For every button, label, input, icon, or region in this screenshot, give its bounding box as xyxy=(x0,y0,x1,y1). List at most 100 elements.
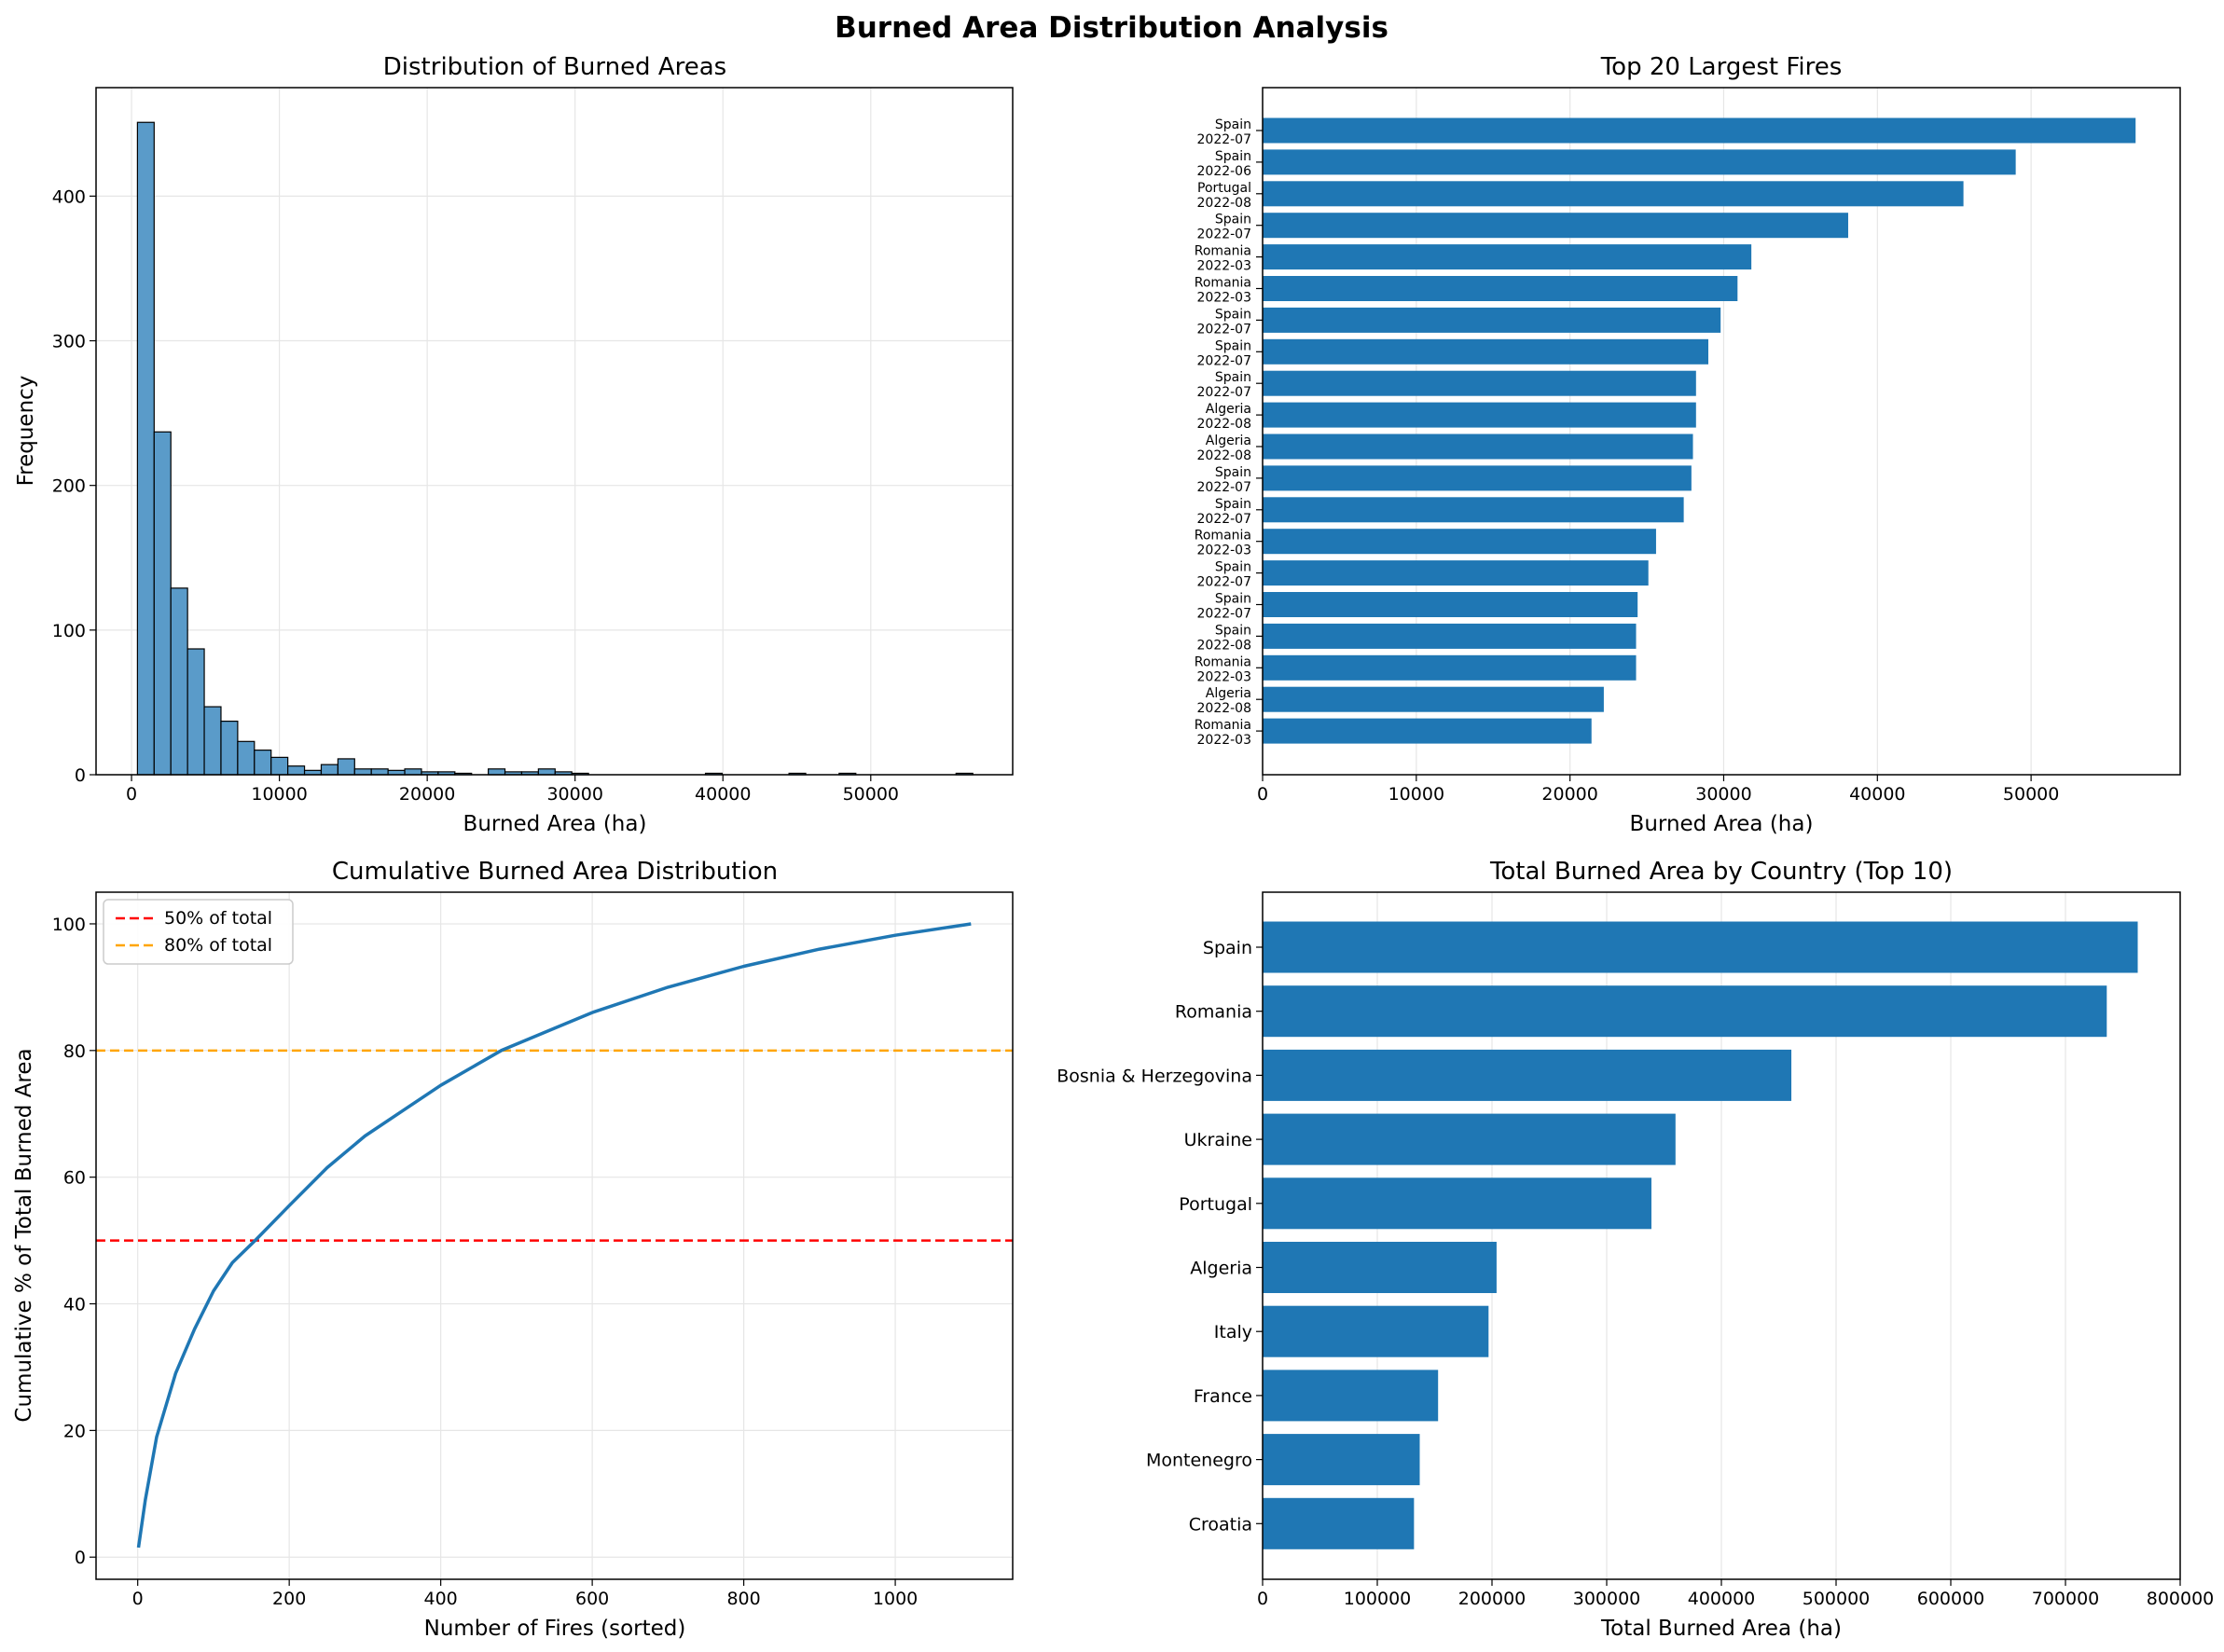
hist-bar xyxy=(287,765,306,776)
hist-bar xyxy=(136,121,155,776)
country-bar xyxy=(1263,1242,1497,1293)
hist-bar xyxy=(337,758,355,776)
top20-bar xyxy=(1263,213,1848,239)
top20-ylabel-country: Spain xyxy=(1215,370,1251,385)
country-bars xyxy=(1263,921,2138,1549)
country-ylabel: Portugal xyxy=(1179,1194,1252,1215)
top20-xlabel: Burned Area (ha) xyxy=(1630,812,1814,836)
hist-bar xyxy=(153,431,172,776)
top20-frame xyxy=(1262,87,2181,776)
cum-xtick-label: 0 xyxy=(132,1589,144,1609)
top20-bar xyxy=(1263,244,1752,270)
cum-ytick-label: 20 xyxy=(63,1421,86,1441)
top20-ylabel-country: Spain xyxy=(1215,560,1251,575)
cumulative-legend: 50% of total 80% of total xyxy=(103,899,294,965)
cum-xtick-label: 800 xyxy=(726,1589,760,1609)
cum-line-series xyxy=(136,922,972,1549)
top20-bar xyxy=(1263,276,1738,301)
country-title: Total Burned Area by Country (Top 10) xyxy=(1489,858,1953,886)
top20-ylabel-date: 2022-07 xyxy=(1197,575,1252,590)
hist-bar xyxy=(488,768,506,776)
hist-ytick-label: 100 xyxy=(52,621,86,641)
top20-xtick-label: 40000 xyxy=(1849,784,1905,805)
top20-ylabel-date: 2022-07 xyxy=(1197,322,1252,337)
country-xtick-label: 400000 xyxy=(1688,1589,1756,1609)
top20-bar xyxy=(1263,307,1721,333)
top20-ylabel-date: 2022-07 xyxy=(1197,512,1252,527)
top20-ylabel-country: Algeria xyxy=(1206,686,1251,701)
top20-ylabel-date: 2022-03 xyxy=(1197,544,1252,558)
top20-bar xyxy=(1263,623,1637,649)
histogram-ticks: 0 10000 20000 30000 40000 50000 0 100 200 300 400 xyxy=(52,186,899,805)
histogram-xlabel: Burned Area (ha) xyxy=(463,812,647,836)
cumulative-xlabel: Number of Fires (sorted) xyxy=(424,1617,686,1641)
top20-bars xyxy=(1263,117,2136,744)
top20-ylabel-country: Spain xyxy=(1215,623,1251,638)
country-xtick-label: 0 xyxy=(1257,1589,1268,1609)
top20-ylabel-country: Romania xyxy=(1195,718,1251,733)
top20-ylabel-date: 2022-08 xyxy=(1197,701,1252,716)
top20-ylabel-country: Spain xyxy=(1215,338,1251,353)
top20-ylabel-date: 2022-07 xyxy=(1197,227,1252,242)
top20-ylabel-country: Spain xyxy=(1215,149,1251,164)
hist-xtick-label: 40000 xyxy=(695,784,751,805)
top20-ylabel-date: 2022-07 xyxy=(1197,385,1252,400)
top20-bar xyxy=(1263,117,2136,144)
top20-ylabel-date: 2022-03 xyxy=(1197,291,1252,306)
top20-ylabel-country: Algeria xyxy=(1206,434,1251,448)
top20-bar xyxy=(1263,338,1708,365)
country-bar xyxy=(1263,1434,1420,1486)
country-bar xyxy=(1263,1305,1489,1357)
top20-ylabel-date: 2022-03 xyxy=(1197,669,1252,684)
country-xtick-label: 500000 xyxy=(1803,1589,1871,1609)
top20-bar xyxy=(1263,718,1592,744)
cum-ytick-label: 100 xyxy=(52,915,86,935)
top20-ylabel-country: Algeria xyxy=(1206,402,1251,417)
top20-bar xyxy=(1263,560,1649,586)
top20-bar xyxy=(1263,529,1656,555)
top20-xtick-label: 50000 xyxy=(2003,784,2059,805)
country-ylabel: Croatia xyxy=(1189,1514,1252,1535)
histogram-frame xyxy=(95,87,1014,776)
cumulative-ylabel: Cumulative % of Total Burned Area xyxy=(12,1048,36,1422)
hist-bar xyxy=(203,706,222,776)
top20-ylabel-date: 2022-07 xyxy=(1197,480,1252,495)
hist-xtick-label: 0 xyxy=(126,784,137,805)
hist-bar xyxy=(270,756,289,776)
top20-ylabel-country: Portugal xyxy=(1197,181,1251,196)
cumulative-ticks: 0 200 400 600 800 1000 0 20 40 60 80 100 xyxy=(52,915,919,1609)
country-bar xyxy=(1263,921,2138,973)
hist-ytick-label: 300 xyxy=(52,332,86,352)
country-ylabel: Algeria xyxy=(1190,1259,1252,1279)
top20-ylabel-country: Spain xyxy=(1215,307,1251,322)
top20-bar xyxy=(1263,686,1604,712)
top20-xtick-label: 20000 xyxy=(1541,784,1597,805)
top20-ylabel-country: Romania xyxy=(1195,529,1251,544)
legend-label-50: 50% of total xyxy=(164,908,272,929)
hist-xtick-label: 20000 xyxy=(399,784,455,805)
legend-label-80: 80% of total xyxy=(164,935,272,956)
hist-bar xyxy=(320,764,338,776)
country-bar xyxy=(1263,1370,1439,1422)
top20-bar xyxy=(1263,434,1693,460)
hist-bar xyxy=(537,768,556,776)
top20-ylabel-country: Spain xyxy=(1215,213,1251,227)
top20-ylabel-date: 2022-07 xyxy=(1197,353,1252,368)
country-ylabel: Italy xyxy=(1214,1322,1252,1342)
top20-xtick-label: 0 xyxy=(1257,784,1268,805)
top20-ylabel-date: 2022-08 xyxy=(1197,196,1252,211)
top20-bar xyxy=(1263,465,1692,491)
country-ticks: 0 100000 200000 300000 400000 500000 600000 700… xyxy=(1057,938,2214,1609)
country-xtick-label: 300000 xyxy=(1573,1589,1641,1609)
cum-xtick-label: 1000 xyxy=(873,1589,918,1609)
panel-cumulative: Cumulative Burned Area Distribution 0 200… xyxy=(12,858,1014,1641)
hist-ytick-label: 0 xyxy=(75,765,86,786)
panel-top20: Top 20 Largest Fires 0 10000 20000 30000 400… xyxy=(1195,53,2181,836)
top20-bar xyxy=(1263,592,1638,617)
hist-xtick-label: 30000 xyxy=(546,784,602,805)
country-ylabel: Bosnia & Herzegovina xyxy=(1057,1066,1252,1086)
figure-title: Burned Area Distribution Analysis xyxy=(835,11,1388,45)
top20-ylabel-date: 2022-03 xyxy=(1197,733,1252,748)
country-bar xyxy=(1263,1049,1792,1101)
